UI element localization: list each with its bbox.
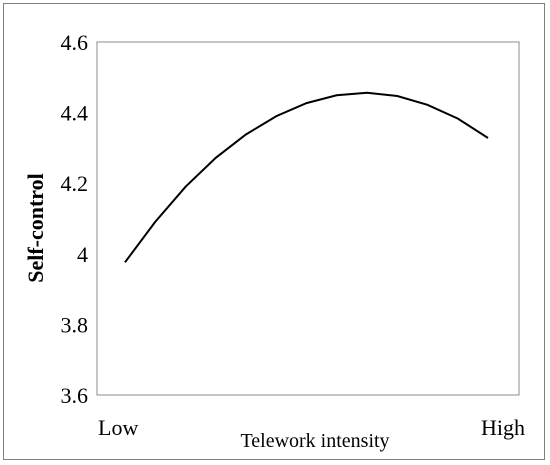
y-tick-labels: 3.6 3.8 4 4.2 4.4 4.6	[61, 30, 89, 408]
x-tick-label: Low	[98, 415, 138, 440]
y-tick-label: 4.4	[61, 101, 89, 126]
x-tick-labels: Low High	[98, 415, 525, 440]
chart-frame	[3, 3, 545, 460]
y-tick-label: 3.8	[61, 312, 89, 337]
y-axis-label: Self-control	[23, 173, 48, 283]
y-tick-label: 3.6	[61, 383, 89, 408]
y-tick-label: 4.2	[61, 171, 89, 196]
plot-area	[96, 41, 520, 396]
series-line	[124, 91, 489, 263]
y-tick-label: 4	[77, 242, 88, 267]
y-tick-label: 4.6	[61, 30, 89, 55]
x-tick-label: High	[481, 415, 525, 440]
x-axis-label: Telework intensity	[240, 430, 389, 452]
